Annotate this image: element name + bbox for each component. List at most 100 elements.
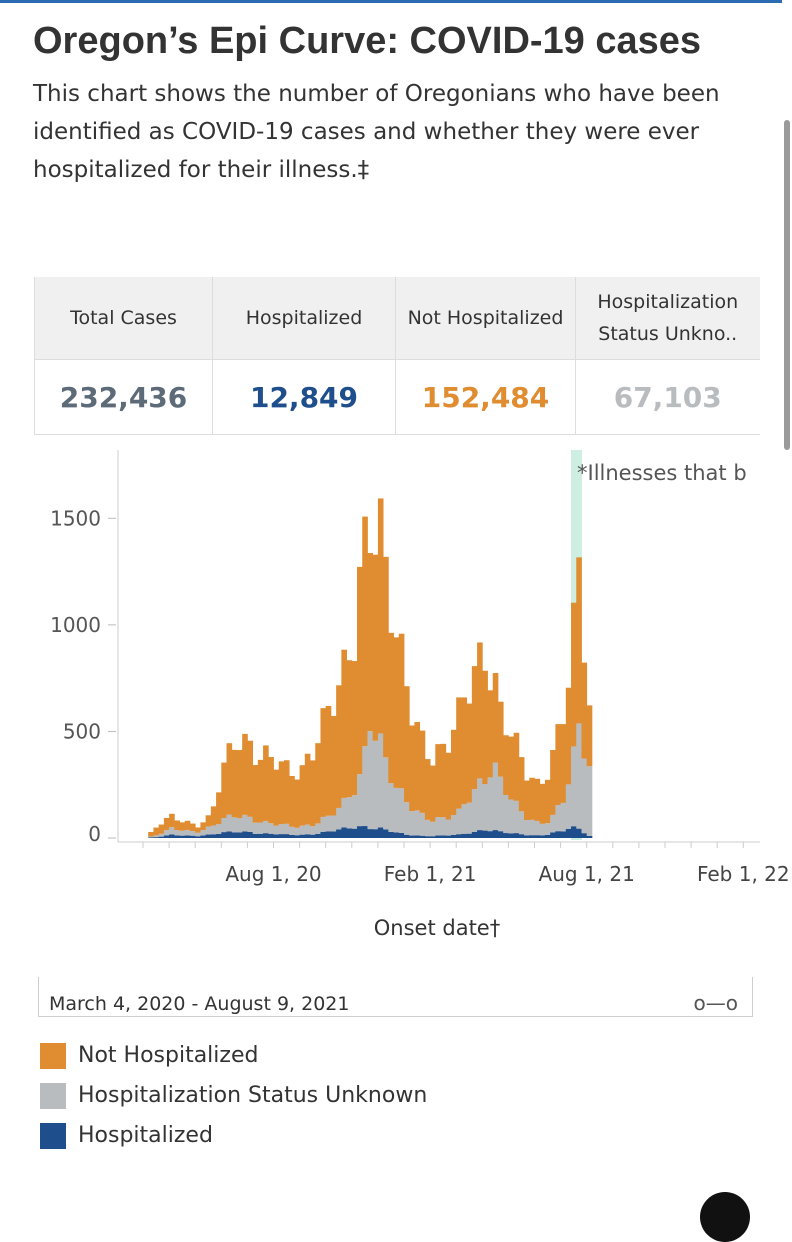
bar-hospitalization-status-unknown[interactable] xyxy=(471,789,478,832)
bar-hospitalization-status-unknown[interactable] xyxy=(294,827,300,836)
bar-hospitalization-status-unknown[interactable] xyxy=(550,814,556,833)
bar-not-hospitalized[interactable] xyxy=(555,724,561,805)
bar-hospitalized[interactable] xyxy=(336,829,342,838)
bar-hospitalized[interactable] xyxy=(419,835,426,838)
bar-not-hospitalized[interactable] xyxy=(513,732,520,801)
bar-hospitalized[interactable] xyxy=(325,831,332,838)
bar-hospitalized[interactable] xyxy=(289,834,295,838)
bar-hospitalized[interactable] xyxy=(466,833,473,838)
bar-hospitalized[interactable] xyxy=(169,834,175,838)
bar-hospitalized[interactable] xyxy=(304,834,311,838)
bar-not-hospitalized[interactable] xyxy=(195,827,201,833)
bar-hospitalization-status-unknown[interactable] xyxy=(221,817,227,833)
bar-hospitalized[interactable] xyxy=(539,835,546,838)
bar-hospitalized[interactable] xyxy=(497,831,504,838)
bar-hospitalization-status-unknown[interactable] xyxy=(268,823,274,834)
bar-hospitalized[interactable] xyxy=(242,831,248,838)
bar-not-hospitalized[interactable] xyxy=(153,827,160,836)
bar-not-hospitalized[interactable] xyxy=(299,765,306,826)
bar-not-hospitalized[interactable] xyxy=(456,697,462,809)
bar-hospitalization-status-unknown[interactable] xyxy=(430,821,436,837)
bar-hospitalized[interactable] xyxy=(492,830,499,838)
bar-not-hospitalized[interactable] xyxy=(430,765,436,822)
bar-not-hospitalized[interactable] xyxy=(581,662,588,759)
bar-hospitalization-status-unknown[interactable] xyxy=(586,766,593,836)
bar-not-hospitalized[interactable] xyxy=(283,760,290,824)
bar-hospitalized[interactable] xyxy=(273,834,280,838)
bar-hospitalized[interactable] xyxy=(195,836,201,838)
bar-hospitalized[interactable] xyxy=(508,833,515,838)
bar-hospitalized[interactable] xyxy=(544,834,551,838)
bar-hospitalized[interactable] xyxy=(153,837,160,838)
bar-not-hospitalized[interactable] xyxy=(336,685,342,808)
bar-hospitalization-status-unknown[interactable] xyxy=(236,818,243,833)
bar-hospitalized[interactable] xyxy=(268,833,274,838)
bar-not-hospitalized[interactable] xyxy=(362,516,368,747)
bar-not-hospitalized[interactable] xyxy=(367,553,374,732)
bar-hospitalized[interactable] xyxy=(409,835,415,838)
bar-hospitalization-status-unknown[interactable] xyxy=(158,833,165,837)
bar-not-hospitalized[interactable] xyxy=(163,817,170,831)
bar-not-hospitalized[interactable] xyxy=(383,556,389,758)
bar-hospitalization-status-unknown[interactable] xyxy=(336,807,342,830)
bar-hospitalization-status-unknown[interactable] xyxy=(419,812,426,836)
bar-not-hospitalized[interactable] xyxy=(576,557,582,724)
bar-hospitalized[interactable] xyxy=(524,835,530,838)
bar-hospitalized[interactable] xyxy=(487,831,494,838)
bar-hospitalization-status-unknown[interactable] xyxy=(576,723,582,829)
bar-hospitalization-status-unknown[interactable] xyxy=(273,825,280,835)
bar-not-hospitalized[interactable] xyxy=(289,775,295,827)
bar-hospitalized[interactable] xyxy=(372,829,379,838)
bar-hospitalization-status-unknown[interactable] xyxy=(544,823,551,835)
bar-not-hospitalized[interactable] xyxy=(148,832,154,837)
bar-hospitalization-status-unknown[interactable] xyxy=(581,758,588,834)
bar-not-hospitalized[interactable] xyxy=(409,725,415,812)
bar-not-hospitalized[interactable] xyxy=(565,687,572,785)
bar-hospitalized[interactable] xyxy=(383,829,389,838)
bar-hospitalized[interactable] xyxy=(461,833,468,838)
bar-hospitalized[interactable] xyxy=(283,834,290,838)
bar-not-hospitalized[interactable] xyxy=(550,750,556,815)
bar-hospitalized[interactable] xyxy=(555,831,561,838)
bar-not-hospitalized[interactable] xyxy=(257,759,264,823)
bar-hospitalized[interactable] xyxy=(357,826,363,838)
bar-not-hospitalized[interactable] xyxy=(346,660,353,798)
bar-hospitalized[interactable] xyxy=(571,826,577,838)
bar-not-hospitalized[interactable] xyxy=(174,820,180,831)
bar-hospitalized[interactable] xyxy=(341,827,347,838)
bar-hospitalized[interactable] xyxy=(226,831,233,838)
bar-hospitalized[interactable] xyxy=(205,834,212,838)
bar-hospitalized[interactable] xyxy=(534,835,541,838)
bar-hospitalization-status-unknown[interactable] xyxy=(393,787,400,833)
bar-hospitalization-status-unknown[interactable] xyxy=(513,800,520,834)
bar-hospitalized[interactable] xyxy=(367,829,374,838)
bar-hospitalization-status-unknown[interactable] xyxy=(383,757,389,830)
bar-not-hospitalized[interactable] xyxy=(268,757,274,824)
bar-hospitalized[interactable] xyxy=(330,831,337,838)
bar-hospitalized[interactable] xyxy=(252,833,259,838)
bar-not-hospitalized[interactable] xyxy=(351,661,358,796)
bar-hospitalized[interactable] xyxy=(294,835,300,838)
bar-not-hospitalized[interactable] xyxy=(357,566,363,775)
bar-hospitalization-status-unknown[interactable] xyxy=(466,802,473,834)
bar-not-hospitalized[interactable] xyxy=(325,705,332,816)
bar-hospitalized[interactable] xyxy=(450,835,457,838)
bar-hospitalized[interactable] xyxy=(398,832,405,838)
bar-not-hospitalized[interactable] xyxy=(440,743,447,818)
bar-not-hospitalized[interactable] xyxy=(372,554,379,741)
bar-hospitalization-status-unknown[interactable] xyxy=(414,810,421,836)
bar-hospitalized[interactable] xyxy=(247,831,254,838)
bar-hospitalized[interactable] xyxy=(377,827,384,838)
bar-hospitalized[interactable] xyxy=(310,834,316,838)
bar-not-hospitalized[interactable] xyxy=(304,753,311,825)
bar-hospitalization-status-unknown[interactable] xyxy=(289,826,295,835)
bar-not-hospitalized[interactable] xyxy=(184,820,191,830)
scrollbar[interactable] xyxy=(784,120,790,450)
bar-hospitalization-status-unknown[interactable] xyxy=(357,774,363,827)
bar-not-hospitalized[interactable] xyxy=(310,760,316,827)
bar-hospitalization-status-unknown[interactable] xyxy=(445,819,452,836)
bar-hospitalized[interactable] xyxy=(263,833,269,838)
bar-not-hospitalized[interactable] xyxy=(571,602,577,747)
bar-hospitalization-status-unknown[interactable] xyxy=(310,826,316,835)
bar-hospitalization-status-unknown[interactable] xyxy=(372,740,379,830)
